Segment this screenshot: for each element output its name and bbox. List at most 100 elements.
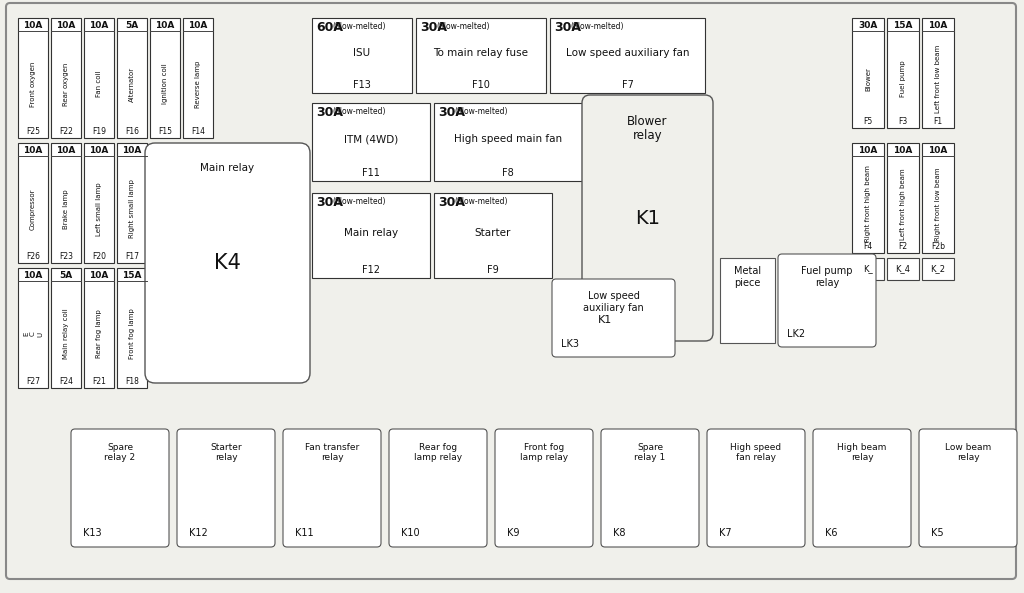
Bar [887, 258, 919, 280]
Text: K7: K7 [719, 528, 731, 538]
Text: Rear oxygen: Rear oxygen [63, 62, 69, 106]
Text: F4: F4 [863, 242, 872, 251]
Text: Front fog
lamp relay: Front fog lamp relay [520, 443, 568, 463]
Bar [852, 258, 884, 280]
Text: 5A: 5A [59, 271, 73, 280]
Text: 30A: 30A [554, 21, 581, 34]
Text: Right small lamp: Right small lamp [129, 180, 135, 238]
Text: 5A: 5A [125, 21, 138, 30]
FancyBboxPatch shape [283, 429, 381, 547]
FancyBboxPatch shape [71, 429, 169, 547]
Bar [51, 18, 81, 138]
Bar [550, 18, 705, 93]
FancyBboxPatch shape [919, 429, 1017, 547]
Text: F5: F5 [863, 117, 872, 126]
Bar [887, 18, 919, 128]
FancyBboxPatch shape [495, 429, 593, 547]
Text: Spare
relay 1: Spare relay 1 [635, 443, 666, 463]
Text: K_: K_ [863, 264, 872, 273]
Text: F12: F12 [362, 265, 380, 275]
Text: Low speed auxiliary fan: Low speed auxiliary fan [565, 47, 689, 58]
Text: K6: K6 [825, 528, 838, 538]
FancyBboxPatch shape [177, 429, 275, 547]
Text: F2b: F2b [931, 242, 945, 251]
Text: Left small lamp: Left small lamp [96, 182, 102, 236]
Text: Rear fog lamp: Rear fog lamp [96, 310, 102, 358]
Text: F14: F14 [191, 127, 205, 136]
Text: 10A: 10A [188, 21, 208, 30]
Bar [852, 18, 884, 128]
Text: F9: F9 [487, 265, 499, 275]
Text: Starter
relay: Starter relay [210, 443, 242, 463]
Text: Metal: Metal [734, 266, 761, 276]
Bar [922, 258, 954, 280]
Text: F8: F8 [502, 168, 514, 178]
Text: High beam
relay: High beam relay [838, 443, 887, 463]
Text: 10A: 10A [858, 146, 878, 155]
Text: ISU: ISU [353, 47, 371, 58]
Text: 10A: 10A [24, 271, 43, 280]
Text: (Slow-melted): (Slow-melted) [570, 22, 624, 31]
Bar [434, 193, 552, 278]
Text: 30A: 30A [438, 106, 465, 119]
Text: 30A: 30A [316, 106, 343, 119]
Text: ITM (4WD): ITM (4WD) [344, 134, 398, 144]
Text: 15A: 15A [122, 271, 141, 280]
Bar [84, 18, 114, 138]
FancyBboxPatch shape [813, 429, 911, 547]
Text: 15A: 15A [893, 21, 912, 30]
Text: (Slow-melted): (Slow-melted) [436, 22, 490, 31]
Text: F19: F19 [92, 127, 106, 136]
Text: F7: F7 [622, 80, 634, 90]
Text: F23: F23 [59, 252, 73, 261]
Text: auxiliary fan: auxiliary fan [583, 303, 644, 313]
Text: F11: F11 [362, 168, 380, 178]
Text: F25: F25 [26, 127, 40, 136]
Text: 10A: 10A [89, 146, 109, 155]
Text: Main relay: Main relay [201, 163, 255, 173]
FancyBboxPatch shape [145, 143, 310, 383]
Text: E
C
U: E C U [23, 331, 43, 337]
Text: K9: K9 [507, 528, 519, 538]
Text: K_4: K_4 [896, 264, 910, 273]
Bar [434, 103, 582, 181]
Text: K_2: K_2 [931, 264, 945, 273]
Bar [416, 18, 546, 93]
Text: K12: K12 [189, 528, 208, 538]
Text: Fan transfer
relay: Fan transfer relay [305, 443, 359, 463]
Text: relay: relay [633, 129, 663, 142]
Text: F21: F21 [92, 377, 105, 386]
Bar [18, 268, 48, 388]
Text: Compressor: Compressor [30, 188, 36, 229]
Text: Front oxygen: Front oxygen [30, 61, 36, 107]
Text: 10A: 10A [89, 21, 109, 30]
FancyBboxPatch shape [552, 279, 675, 357]
Bar [84, 143, 114, 263]
Text: Low speed: Low speed [588, 291, 639, 301]
FancyBboxPatch shape [389, 429, 487, 547]
Text: Right front high beam: Right front high beam [865, 165, 871, 243]
Text: K5: K5 [931, 528, 944, 538]
Text: LK3: LK3 [561, 339, 579, 349]
Text: Reverse lamp: Reverse lamp [195, 60, 201, 108]
Text: (Slow-melted): (Slow-melted) [455, 107, 508, 116]
Text: Rear fog
lamp relay: Rear fog lamp relay [414, 443, 462, 463]
Text: (Slow-melted): (Slow-melted) [333, 197, 386, 206]
Text: Blower: Blower [628, 115, 668, 128]
Text: F13: F13 [353, 80, 371, 90]
Text: 30A: 30A [420, 21, 447, 34]
Text: 10A: 10A [156, 21, 175, 30]
Text: F10: F10 [472, 80, 489, 90]
Text: Left front high beam: Left front high beam [900, 168, 906, 240]
Text: Alternator: Alternator [129, 66, 135, 101]
Text: 10A: 10A [24, 21, 43, 30]
Text: K1: K1 [635, 209, 660, 228]
Text: Blower: Blower [865, 67, 871, 91]
Text: 30A: 30A [438, 196, 465, 209]
Text: (Slow-melted): (Slow-melted) [455, 197, 508, 206]
Bar [183, 18, 213, 138]
Bar [887, 143, 919, 253]
Text: Fuel pump: Fuel pump [801, 266, 853, 276]
Text: F22: F22 [59, 127, 73, 136]
Bar [312, 18, 412, 93]
